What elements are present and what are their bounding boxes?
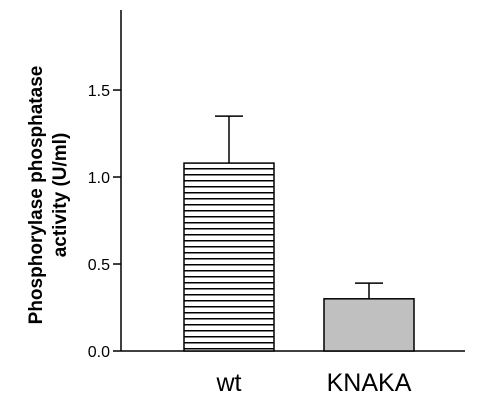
category-label-knaka: KNAKA	[327, 369, 412, 397]
y-axis-label-line-1: Phosphorylase phosphatase	[26, 66, 47, 325]
y-ticks: 0.0 0.5 1.0 1.5	[88, 83, 121, 361]
y-tick-label-0: 0.0	[88, 344, 110, 361]
bar-wt	[183, 162, 275, 352]
y-tick-label-3: 1.5	[88, 83, 110, 100]
y-tick-label-1: 0.5	[88, 257, 110, 274]
category-label-wt: wt	[216, 369, 242, 397]
bar-knaka	[323, 298, 415, 352]
y-axis-label-line-2: activity (U/ml)	[50, 133, 71, 258]
y-tick-label-2: 1.0	[88, 170, 110, 187]
bars	[183, 115, 415, 352]
